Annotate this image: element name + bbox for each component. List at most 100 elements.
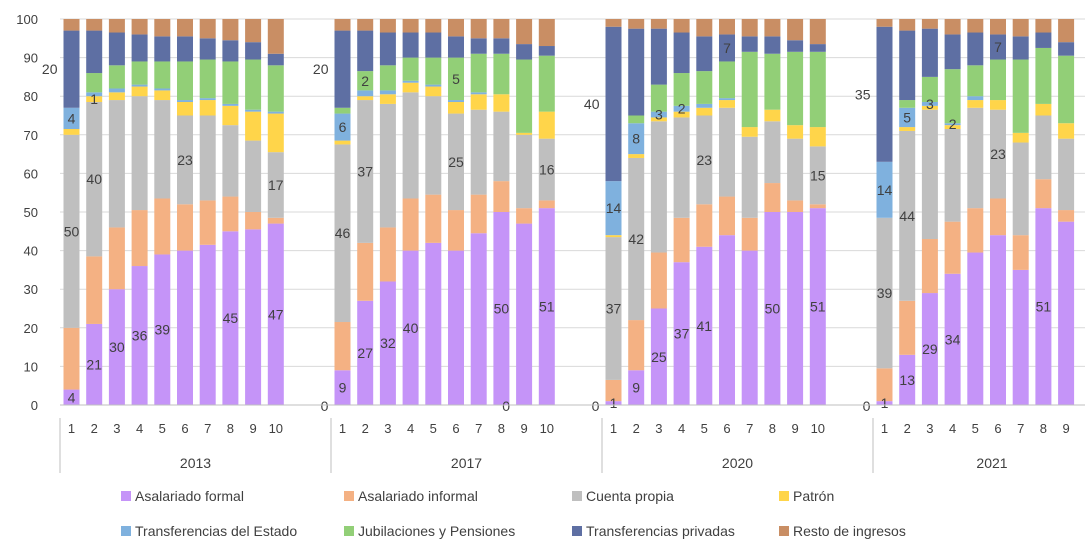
bar-segment-3 [605,237,622,380]
x-tick-label: 8 [769,421,776,436]
bar-segment-8 [673,19,690,33]
bar-segment-1 [719,235,735,405]
x-tick-label: 9 [249,421,256,436]
bar-segment-2 [402,198,419,251]
bar-segment-1 [267,223,284,405]
bar-segment-1 [108,289,125,405]
x-tick-label: 2 [362,421,369,436]
bar-segment-1 [921,293,938,405]
bar-segment-8 [199,19,216,39]
x-tick-label: 3 [926,421,933,436]
bar-segment-2 [86,256,103,324]
bar-segment-6 [177,61,193,101]
bar-segment-8 [787,19,804,41]
bar-segment-4 [787,125,804,139]
data-label: 46 [335,225,351,241]
data-label: 17 [268,177,284,193]
data-label: 51 [810,299,826,315]
bar-segment-5 [425,84,442,87]
data-label: 50 [494,301,510,317]
legend-swatch [779,526,789,536]
bar-segment-2 [199,200,216,245]
data-label: 13 [899,372,915,388]
bar-segment-1 [673,262,690,405]
data-label: 41 [697,318,713,334]
bar-segment-5 [131,84,148,87]
bar-segment-1 [199,244,216,405]
bar-segment-3 [764,121,781,184]
bar-segment-2 [719,196,735,236]
bar-segment-2 [1058,210,1075,222]
data-label: 16 [539,162,555,178]
bar-segment-8 [990,19,1006,35]
bar-segment-7 [86,30,103,74]
bar-segment-1 [650,308,667,405]
x-tick-label: 6 [181,421,188,436]
bar-segment-4 [177,101,193,116]
x-tick-label: 2 [633,421,640,436]
bar-segment-1 [493,212,510,405]
bar-segment-1 [334,370,351,405]
x-tick-label: 7 [746,421,753,436]
bar-segment-3 [245,140,262,212]
y-tick-label: 80 [24,89,38,104]
bar-segment-7 [787,40,804,52]
bar-segment-4 [1058,123,1075,139]
bar-segment-5 [628,123,645,155]
bar-segment-8 [108,19,125,33]
y-tick-label: 30 [24,282,38,297]
x-tick-label: 7 [475,421,482,436]
data-label: 23 [990,146,1006,162]
x-tick-label: 6 [452,421,459,436]
x-tick-label: 8 [1040,421,1047,436]
bar-segment-2 [628,320,645,371]
bar-segment-2 [131,210,148,267]
data-label: 30 [109,339,125,355]
y-axis-ticks: 0 10 20 30 40 50 60 70 80 90 100 [16,12,38,413]
bar-segment-8 [131,19,148,35]
legend: Asalariado formal Asalariado informal Cuen… [121,488,906,539]
bar-segment-1 [470,233,487,405]
data-label: 27 [357,345,373,361]
bar-segment-7 [628,28,645,116]
bar-segment-2 [538,200,555,209]
legend-swatch [572,526,582,536]
bar-segment-1 [696,246,713,405]
legend-swatch [779,491,789,501]
bar-segment-4 [516,132,533,135]
data-label: 1 [90,91,98,107]
x-tick-label: 9 [1062,421,1069,436]
bar-segment-2 [448,210,464,251]
bar-segment-4 [899,127,916,131]
bar-segment-7 [764,36,781,54]
bar-segment-7 [1012,36,1029,60]
bar-segment-1 [177,250,193,405]
bar-segment-2 [1012,235,1029,270]
bar-segment-6 [538,55,555,112]
bar-segment-8 [764,19,781,37]
data-label: 20 [313,61,329,77]
x-tick-label: 4 [136,421,143,436]
bar-segment-5 [357,90,374,97]
bar-segment-8 [357,19,374,31]
bar-segment-4 [944,125,961,130]
bar-segment-1 [605,401,622,405]
bar-segment-5 [696,103,713,108]
bar-segment-7 [267,53,284,66]
x-tick-label: 4 [678,421,685,436]
bar-segment-7 [199,38,216,60]
bar-segment-7 [921,28,938,77]
bar-segment-6 [131,61,148,85]
bar-segment-4 [222,105,239,126]
bar-segment-7 [245,42,262,60]
bar-segment-2 [741,217,758,251]
data-label: 39 [877,285,893,301]
bar-segment-4 [967,100,984,108]
data-label: 51 [539,299,555,315]
bar-segment-5 [154,88,171,91]
bar-segment-6 [245,59,262,110]
x-tick-label: 2 [904,421,911,436]
bar-segment-1 [1035,208,1052,405]
bar-segment-2 [876,368,893,402]
